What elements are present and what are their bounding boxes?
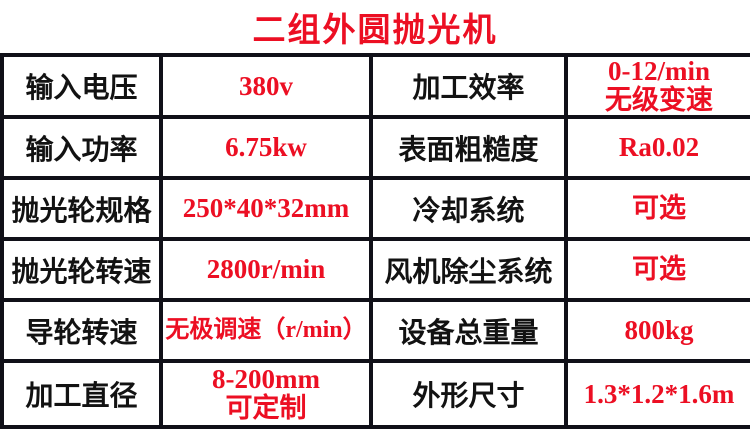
- spec-label-processing-diameter: 加工直径: [0, 359, 163, 430]
- spec-label-input-power: 输入功率: [0, 115, 163, 181]
- spec-value-dust-removal-system: 可选: [564, 237, 750, 303]
- spec-label-outer-dimensions: 外形尺寸: [369, 359, 568, 430]
- table-row: 加工直径 8-200mm 可定制 外形尺寸 1.3*1.2*1.6m: [0, 359, 750, 430]
- spec-label-processing-efficiency: 加工效率: [369, 52, 568, 120]
- spec-label-wheel-size: 抛光轮规格: [0, 176, 163, 242]
- spec-value-input-voltage: 380v: [159, 52, 373, 120]
- spec-table: 输入电压 380v 加工效率 0-12/min 无级变速 输入功率 6.75kw…: [0, 52, 750, 430]
- spec-label-total-weight: 设备总重量: [369, 298, 568, 364]
- table-row: 输入电压 380v 加工效率 0-12/min 无级变速: [0, 52, 750, 120]
- spec-value-guide-wheel-speed: 无极调速（r/min）: [159, 298, 373, 364]
- spec-value-outer-dimensions: 1.3*1.2*1.6m: [564, 359, 750, 430]
- table-row: 抛光轮转速 2800r/min 风机除尘系统 可选: [0, 237, 750, 303]
- spec-label-dust-removal-system: 风机除尘系统: [369, 237, 568, 303]
- spec-value-input-power: 6.75kw: [159, 115, 373, 181]
- spec-sheet: 二组外圆抛光机 输入电压 380v 加工效率 0-12/min 无级变速 输入功…: [0, 12, 750, 430]
- table-row: 输入功率 6.75kw 表面粗糙度 Ra0.02: [0, 115, 750, 181]
- spec-value-processing-efficiency: 0-12/min 无级变速: [564, 52, 750, 120]
- spec-label-wheel-speed: 抛光轮转速: [0, 237, 163, 303]
- spec-label-input-voltage: 输入电压: [0, 52, 163, 120]
- spec-value-surface-roughness: Ra0.02: [564, 115, 750, 181]
- spec-value-processing-diameter: 8-200mm 可定制: [159, 359, 373, 430]
- spec-label-surface-roughness: 表面粗糙度: [369, 115, 568, 181]
- table-row: 导轮转速 无极调速（r/min） 设备总重量 800kg: [0, 298, 750, 364]
- spec-label-guide-wheel-speed: 导轮转速: [0, 298, 163, 364]
- page-title: 二组外圆抛光机: [252, 12, 498, 49]
- spec-value-total-weight: 800kg: [564, 298, 750, 364]
- spec-value-cooling-system: 可选: [564, 176, 750, 242]
- spec-label-cooling-system: 冷却系统: [369, 176, 568, 242]
- table-row: 抛光轮规格 250*40*32mm 冷却系统 可选: [0, 176, 750, 242]
- spec-value-wheel-size: 250*40*32mm: [159, 176, 373, 242]
- spec-value-wheel-speed: 2800r/min: [159, 237, 373, 303]
